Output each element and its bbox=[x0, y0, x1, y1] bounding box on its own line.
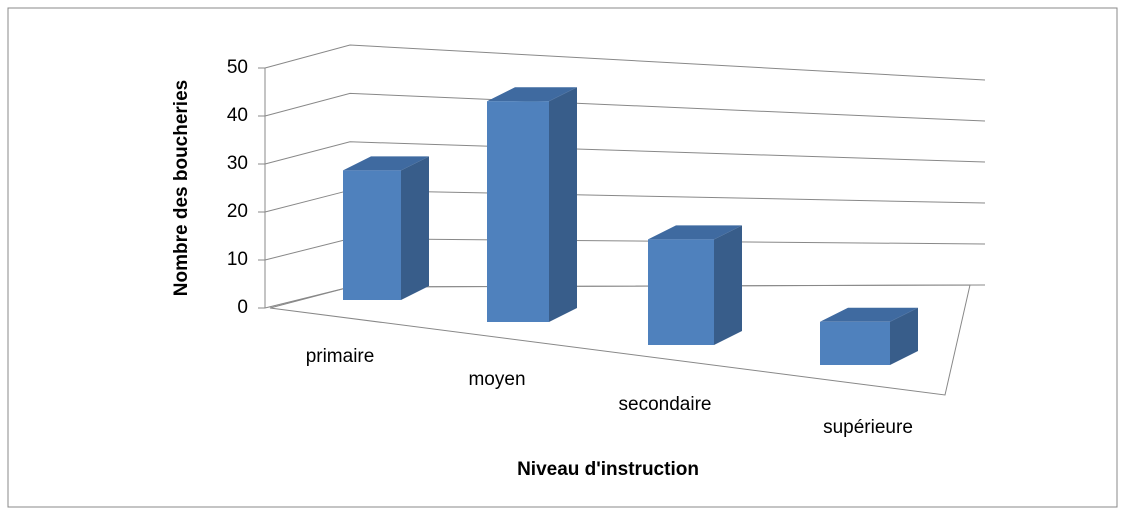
grid-line bbox=[264, 44, 986, 81]
x-axis-title: Niveau d'instruction bbox=[517, 459, 699, 480]
y-tick-label: 0 bbox=[237, 297, 248, 318]
y-tick-label: 10 bbox=[227, 249, 248, 270]
bar-top bbox=[487, 87, 577, 102]
bar-side bbox=[890, 307, 918, 365]
x-tick-label: supérieure bbox=[823, 417, 913, 438]
x-tick-label: secondaire bbox=[619, 394, 712, 415]
bar bbox=[648, 239, 714, 345]
bar-side bbox=[401, 156, 429, 300]
bar-top bbox=[648, 225, 742, 240]
grid-line bbox=[264, 92, 986, 122]
bar bbox=[820, 321, 890, 365]
bar-top bbox=[343, 156, 429, 171]
y-tick-label: 30 bbox=[227, 153, 248, 174]
bar bbox=[487, 101, 549, 322]
y-axis-title: Nombre des boucheries bbox=[171, 80, 192, 296]
bar-side bbox=[549, 87, 577, 322]
x-tick-label: primaire bbox=[306, 346, 375, 367]
y-tick-label: 50 bbox=[227, 57, 248, 78]
y-tick-label: 20 bbox=[227, 201, 248, 222]
y-tick-label: 40 bbox=[227, 105, 248, 126]
bar-top bbox=[820, 307, 918, 322]
grid-line bbox=[264, 141, 986, 165]
x-tick-label: moyen bbox=[468, 369, 525, 390]
bar bbox=[343, 170, 401, 300]
bar-side bbox=[714, 225, 742, 345]
